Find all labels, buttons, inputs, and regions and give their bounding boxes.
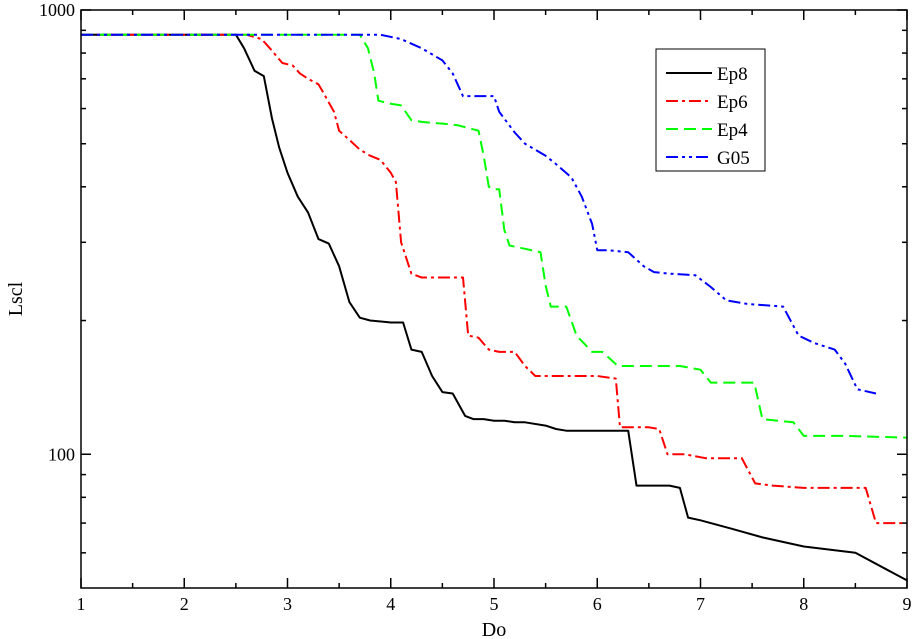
legend-label-ep8: Ep8 (717, 64, 748, 85)
series-line-g05 (81, 33, 877, 395)
y-tick-label: 100 (48, 444, 75, 464)
y-axis-title: Lscl (5, 281, 27, 316)
series-line-ep6 (81, 33, 907, 525)
plot-area (81, 10, 907, 588)
x-axis-title: Do (482, 619, 506, 639)
plot-frame (80, 9, 908, 589)
legend-label-ep6: Ep6 (717, 92, 748, 113)
x-tick-label: 7 (696, 594, 705, 614)
legend-label-g05: G05 (717, 148, 750, 169)
x-tick-label: 3 (283, 594, 292, 614)
x-tick-label: 9 (903, 594, 912, 614)
series-group (81, 33, 908, 582)
x-tick-label: 5 (490, 594, 499, 614)
x-tick-label: 4 (386, 594, 395, 614)
series-line-ep8 (81, 33, 908, 582)
legend: Ep8 Ep6 Ep4 G05 (655, 48, 766, 172)
series-line-ep4 (81, 33, 908, 439)
legend-box (655, 48, 766, 172)
axes: 1 2 3 4 5 6 7 8 9 100 1000 (39, 0, 912, 614)
y-tick-label: 1000 (39, 0, 75, 20)
x-tick-label: 1 (77, 594, 86, 614)
x-tick-label: 8 (799, 594, 808, 614)
x-tick-label: 6 (593, 594, 602, 614)
legend-label-ep4: Ep4 (717, 120, 748, 141)
x-tick-label: 2 (180, 594, 189, 614)
